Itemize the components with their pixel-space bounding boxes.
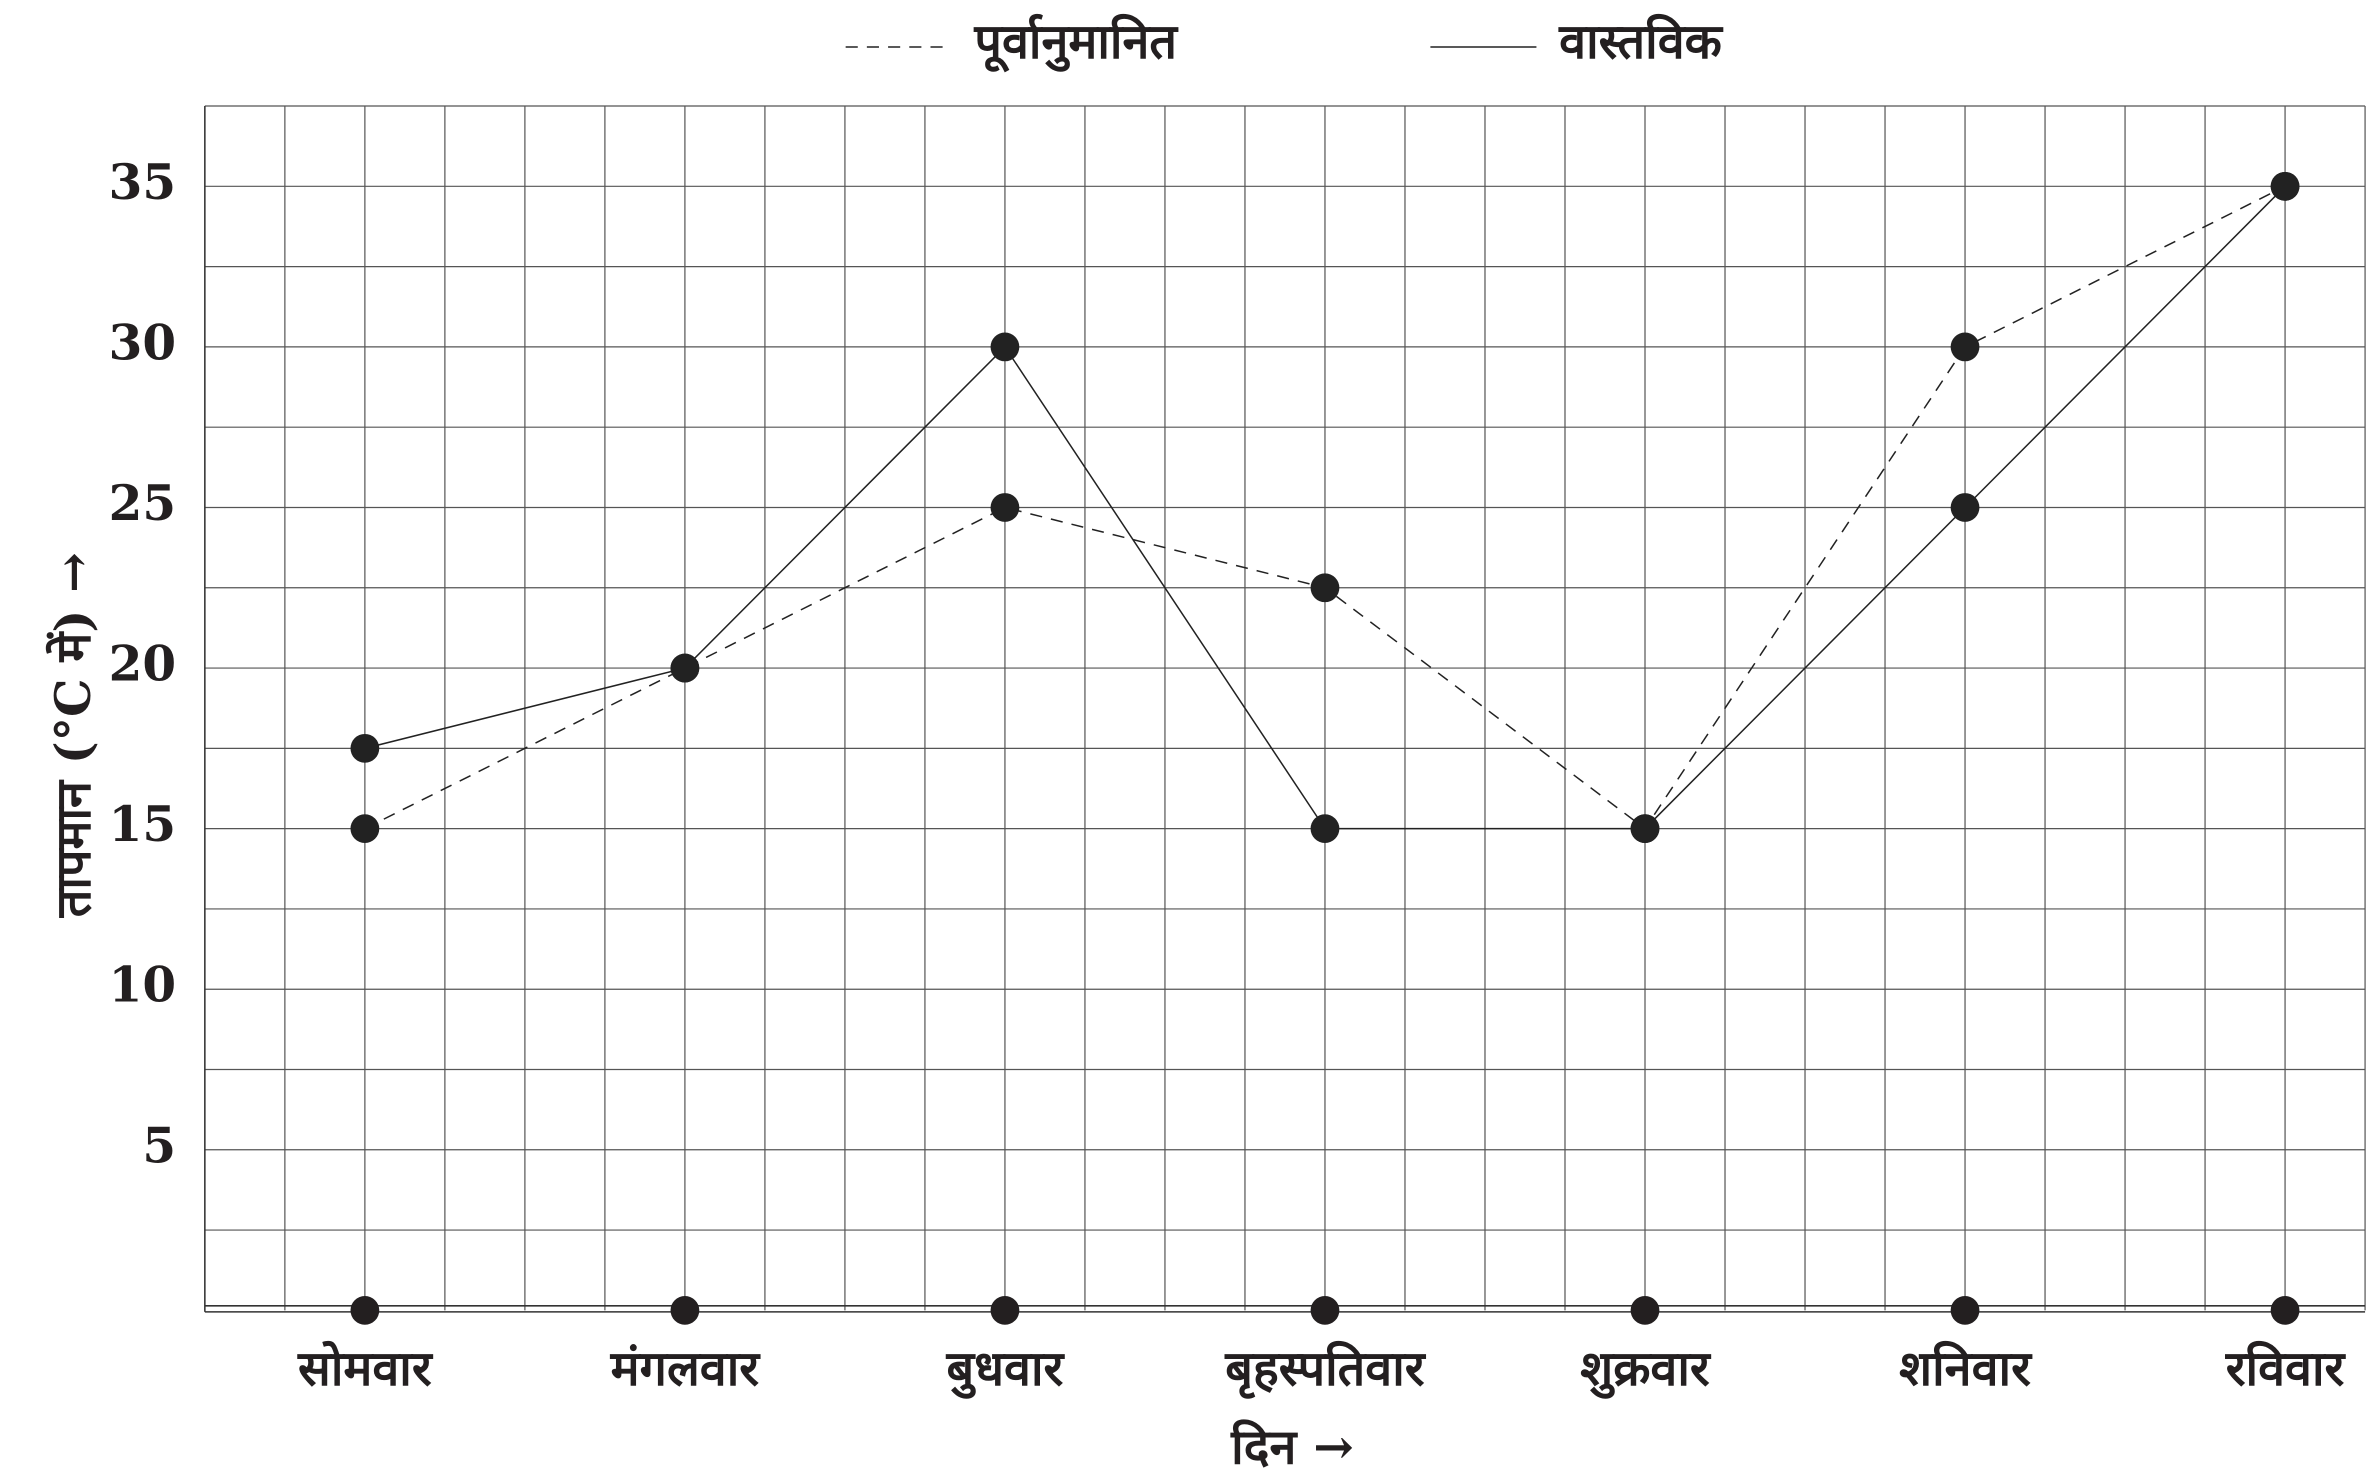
category-marker <box>990 1295 1020 1325</box>
x-tick-label: बृहस्पतिवार <box>1224 1340 1426 1399</box>
x-tick-label: रविवार <box>2225 1340 2347 1397</box>
category-marker <box>350 1295 380 1325</box>
category-marker <box>670 1295 700 1325</box>
x-axis-label: दिन → <box>1230 1419 1354 1476</box>
y-tick-label: 25 <box>109 475 176 532</box>
x-tick-label: शुक्रवार <box>1580 1340 1712 1399</box>
x-tick-label: मंगलवार <box>610 1340 762 1397</box>
y-tick-label: 10 <box>109 957 176 1014</box>
y-tick-label: 35 <box>109 154 176 211</box>
data-point <box>2270 171 2300 201</box>
y-tick-label: 30 <box>109 314 176 371</box>
data-point <box>1950 493 1980 522</box>
data-point <box>1950 332 1980 362</box>
data-point <box>670 653 700 683</box>
x-tick-label: बुधवार <box>946 1340 1066 1399</box>
data-point <box>990 493 1020 522</box>
data-point <box>990 332 1020 362</box>
y-tick-label: 5 <box>142 1117 176 1174</box>
x-tick-label: सोमवार <box>297 1340 434 1397</box>
x-tick-label: शनिवार <box>1899 1340 2033 1397</box>
data-point <box>1310 814 1340 844</box>
legend-label: पूर्वानुमानित <box>973 13 1179 73</box>
category-marker <box>2270 1295 2300 1325</box>
category-marker <box>1310 1295 1340 1325</box>
category-marker <box>1630 1295 1660 1325</box>
category-marker <box>1950 1295 1980 1325</box>
data-point <box>1630 814 1660 844</box>
y-axis-label: तापमान (°C में) → <box>45 552 102 918</box>
legend-label: वास्तविक <box>1558 13 1723 70</box>
y-tick-label: 20 <box>109 636 176 693</box>
data-point <box>350 733 380 763</box>
data-point <box>350 814 380 844</box>
data-point <box>1310 573 1340 603</box>
y-tick-label: 15 <box>109 796 176 853</box>
